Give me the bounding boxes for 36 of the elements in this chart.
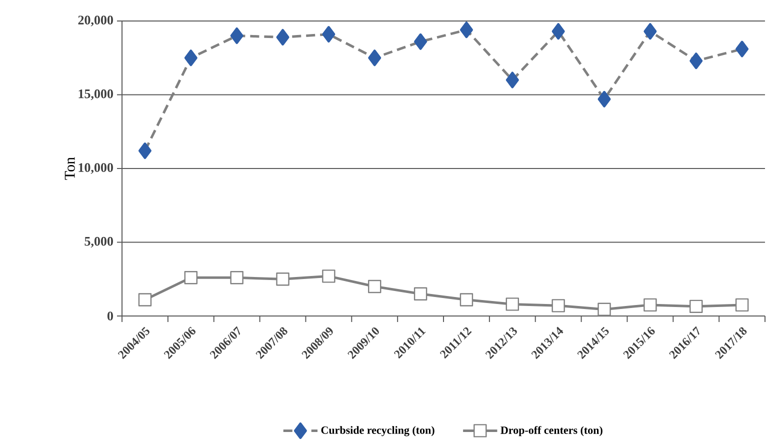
- point: [644, 298, 657, 312]
- y-tick-label: 0: [107, 312, 113, 320]
- point: [276, 28, 290, 46]
- point: [460, 22, 473, 38]
- y-tick-label: 5,000: [84, 236, 113, 248]
- point: [276, 272, 290, 286]
- y-tick-label: 15,000: [78, 89, 113, 100]
- point: [138, 293, 152, 306]
- point: [414, 287, 428, 300]
- point: [644, 23, 657, 40]
- point: [506, 72, 519, 88]
- point: [414, 33, 428, 50]
- point: [368, 280, 382, 294]
- point: [230, 28, 244, 44]
- point: [322, 270, 336, 283]
- point: [230, 271, 244, 284]
- point: [184, 50, 198, 66]
- y-tick-label: 20,000: [78, 16, 113, 26]
- point: [690, 52, 703, 70]
- point: [322, 26, 336, 43]
- point: [598, 302, 611, 316]
- point: [735, 298, 749, 312]
- y-tick-label: 10,000: [78, 163, 113, 174]
- point: [138, 142, 152, 160]
- y-axis-title: Ton: [64, 157, 75, 180]
- point: [736, 40, 749, 58]
- legend-label: Drop-off centers (ton): [500, 426, 602, 436]
- point: [552, 23, 565, 40]
- point: [184, 271, 198, 284]
- point: [368, 50, 382, 66]
- point: [598, 90, 611, 108]
- point: [690, 300, 703, 314]
- point: [552, 299, 565, 312]
- point: [460, 293, 474, 306]
- point: [506, 298, 519, 311]
- legend-label: Curbside recycling (ton): [321, 426, 434, 436]
